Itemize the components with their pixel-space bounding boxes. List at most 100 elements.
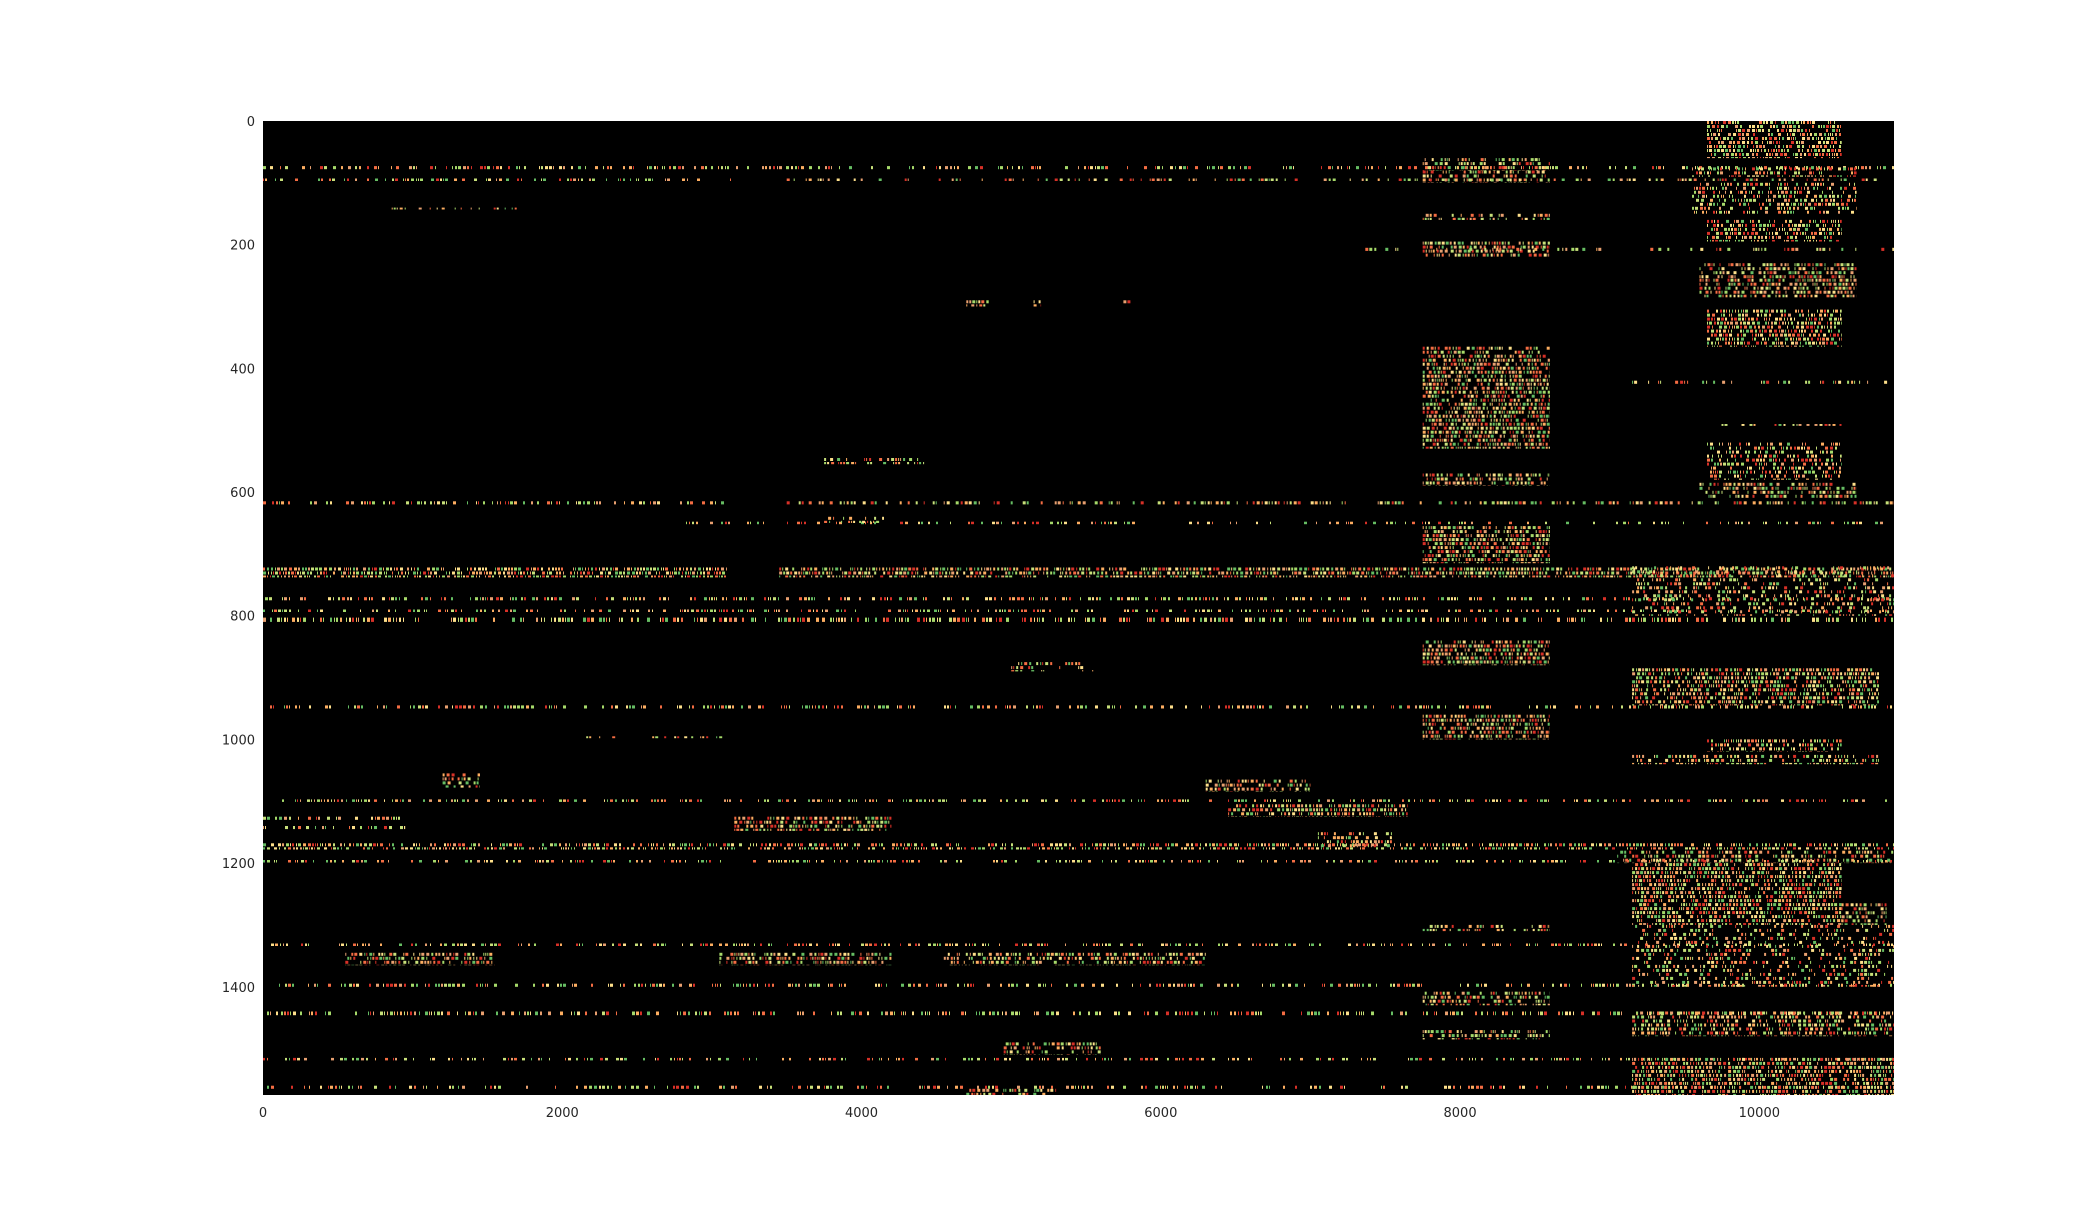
heatmap-cell — [1818, 984, 1819, 987]
heatmap-cell — [1847, 522, 1849, 525]
heatmap-cell — [289, 817, 291, 820]
heatmap-cell — [1657, 568, 1658, 571]
heatmap-cell — [811, 576, 812, 578]
heatmap-cell — [829, 944, 830, 947]
heatmap-cell — [932, 847, 935, 849]
heatmap-cell — [307, 572, 309, 575]
heatmap-cell — [1119, 501, 1120, 504]
heatmap-cell — [1393, 847, 1394, 849]
heatmap-cell — [1399, 568, 1400, 571]
heatmap-cell — [1347, 166, 1348, 169]
heatmap-cell — [494, 572, 496, 575]
heatmap-cell — [441, 1012, 443, 1016]
heatmap-cell — [1245, 568, 1248, 571]
heatmap-cell — [1247, 501, 1248, 504]
heatmap-cell — [715, 501, 716, 504]
heatmap-cell — [969, 568, 972, 571]
heatmap-cell — [995, 705, 997, 708]
heatmap-cell — [1600, 618, 1602, 622]
heatmap-cell — [1356, 572, 1359, 575]
heatmap-cell — [721, 705, 724, 708]
heatmap-cell — [645, 576, 648, 578]
heatmap-cell — [1742, 572, 1745, 575]
heatmap-cell — [624, 568, 625, 571]
heatmap-cell — [1522, 860, 1523, 863]
heatmap-cell — [1784, 568, 1787, 571]
heatmap-cell — [669, 166, 671, 169]
heatmap-cell — [739, 843, 742, 846]
heatmap-cell — [583, 572, 585, 575]
heatmap-cell — [1695, 576, 1696, 578]
heatmap-cell — [1798, 847, 1801, 849]
heatmap-cell — [1384, 568, 1386, 571]
heatmap-cell — [1355, 843, 1357, 846]
heatmap-cell — [1694, 179, 1697, 182]
heatmap-cell — [1557, 847, 1558, 849]
heatmap-cell — [352, 576, 355, 578]
heatmap-cell — [1742, 618, 1745, 622]
heatmap-cell — [368, 944, 370, 947]
heatmap-cell — [1488, 522, 1491, 525]
heatmap-cell — [559, 799, 562, 802]
heatmap-cell — [947, 705, 949, 708]
heatmap-cell — [1715, 501, 1717, 504]
heatmap-cell — [606, 597, 608, 600]
heatmap-cell — [875, 618, 877, 622]
heatmap-cell — [1172, 572, 1175, 575]
heatmap-cell — [772, 984, 774, 987]
heatmap-cell — [1576, 179, 1579, 182]
heatmap-cell — [697, 799, 699, 802]
heatmap-cell — [1687, 618, 1688, 622]
heatmap-cell — [1670, 576, 1673, 578]
heatmap-cell — [1069, 705, 1071, 708]
heatmap-cell — [369, 501, 371, 504]
heatmap-cell — [1442, 572, 1444, 575]
heatmap-cell — [836, 610, 839, 613]
heatmap-cell — [1152, 572, 1155, 575]
heatmap-cell — [357, 944, 358, 947]
heatmap-cell — [687, 501, 689, 504]
heatmap-cell — [1396, 572, 1398, 575]
heatmap-cell — [918, 860, 920, 863]
heatmap-cell — [1333, 610, 1335, 613]
heatmap-cell — [1211, 610, 1212, 613]
heatmap-cell — [1739, 501, 1742, 504]
heatmap-cell — [1294, 568, 1297, 571]
heatmap-cell — [841, 610, 842, 613]
heatmap-cell — [515, 597, 517, 600]
heatmap-cell — [822, 501, 824, 504]
heatmap-cell — [944, 501, 945, 504]
heatmap-cell — [425, 576, 427, 578]
heatmap-cell — [457, 944, 459, 947]
heatmap-cell — [1241, 799, 1244, 802]
heatmap-cell — [1677, 1012, 1680, 1016]
heatmap-cell — [1649, 501, 1651, 504]
heatmap-cell — [1760, 944, 1762, 947]
heatmap-cell — [809, 179, 812, 182]
heatmap-cell — [1023, 572, 1025, 575]
heatmap-cell — [947, 610, 948, 613]
heatmap-cell — [1747, 847, 1748, 849]
heatmap-cell — [392, 843, 394, 846]
heatmap-cell — [1850, 568, 1852, 571]
heatmap-cell — [519, 843, 522, 846]
heatmap-cell — [1258, 610, 1259, 613]
heatmap-cell — [1132, 843, 1135, 846]
heatmap-cell — [633, 166, 634, 169]
heatmap-cell — [1760, 572, 1763, 575]
heatmap-cell — [1249, 568, 1251, 571]
heatmap-cell — [1132, 522, 1135, 525]
heatmap-cell — [1598, 568, 1601, 571]
heatmap-cell — [1039, 705, 1041, 708]
heatmap-cell — [1064, 843, 1067, 846]
heatmap-cell — [1858, 166, 1859, 169]
heatmap-cell — [1275, 944, 1278, 947]
heatmap-cell — [1368, 572, 1369, 575]
heatmap-cell — [1232, 705, 1233, 708]
heatmap-cell — [1237, 705, 1240, 708]
heatmap-cell — [452, 944, 455, 947]
heatmap-cell — [1680, 799, 1683, 802]
heatmap-cell — [1385, 166, 1386, 169]
heatmap-cell — [1039, 568, 1041, 571]
heatmap-cell — [648, 610, 650, 613]
